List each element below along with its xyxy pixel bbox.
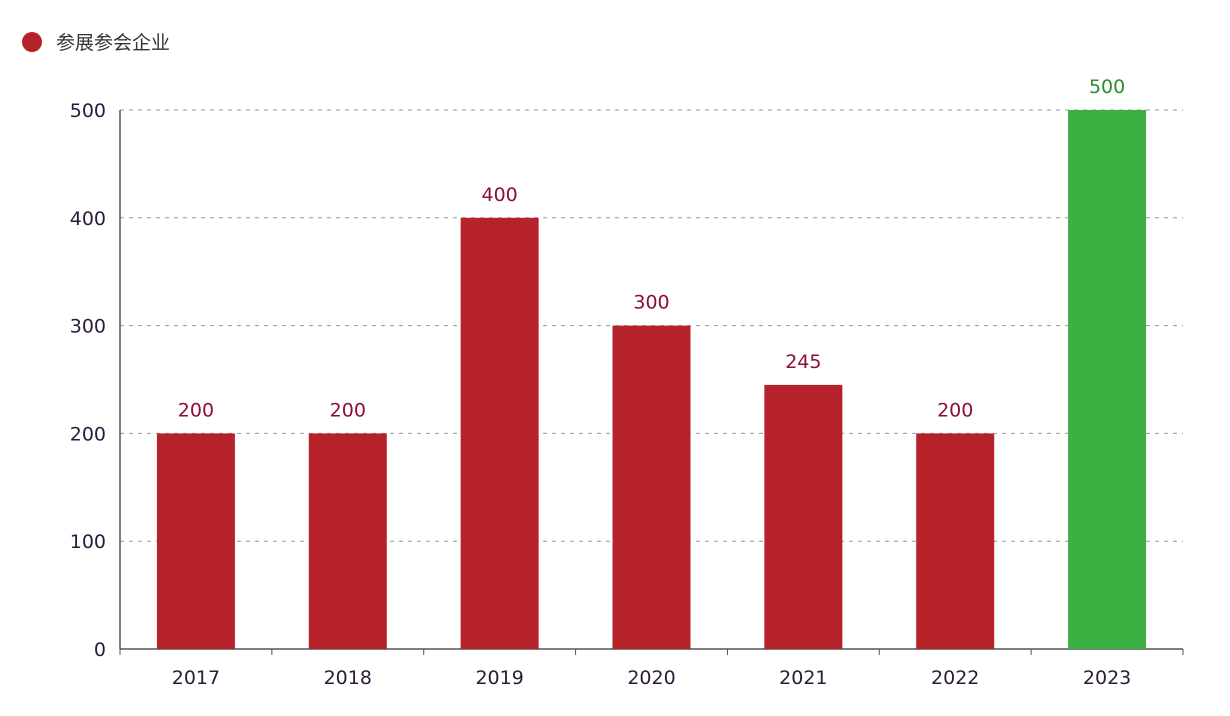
x-tick-label: 2021 — [779, 667, 827, 689]
bar — [916, 433, 995, 649]
bar — [1068, 110, 1147, 649]
bar — [156, 433, 235, 649]
legend-marker — [22, 31, 42, 52]
y-tick-label: 200 — [70, 423, 106, 445]
data-label: 200 — [937, 399, 973, 421]
x-tick-label: 2020 — [627, 667, 675, 689]
data-label: 245 — [785, 351, 821, 373]
bar — [764, 384, 843, 649]
data-label: 500 — [1089, 76, 1125, 98]
x-tick-label: 2017 — [172, 667, 220, 689]
y-tick-label: 500 — [70, 100, 106, 122]
x-tick-label: 2023 — [1083, 667, 1131, 689]
bar — [612, 325, 691, 649]
y-tick-label: 300 — [70, 316, 106, 338]
data-label: 300 — [633, 292, 669, 314]
data-label: 400 — [482, 184, 518, 206]
y-tick-label: 400 — [70, 208, 106, 230]
x-tick-label: 2022 — [931, 667, 979, 689]
bar — [460, 217, 539, 650]
y-tick-label: 100 — [70, 531, 106, 553]
data-label: 200 — [330, 399, 366, 421]
x-tick-label: 2018 — [324, 667, 372, 689]
legend-label: 参展参会企业 — [56, 32, 171, 54]
legend: 参展参会企业 — [22, 28, 170, 55]
y-tick-label: 0 — [94, 639, 106, 661]
x-tick-label: 2019 — [475, 667, 523, 689]
data-label: 200 — [178, 399, 214, 421]
bar — [308, 433, 387, 649]
